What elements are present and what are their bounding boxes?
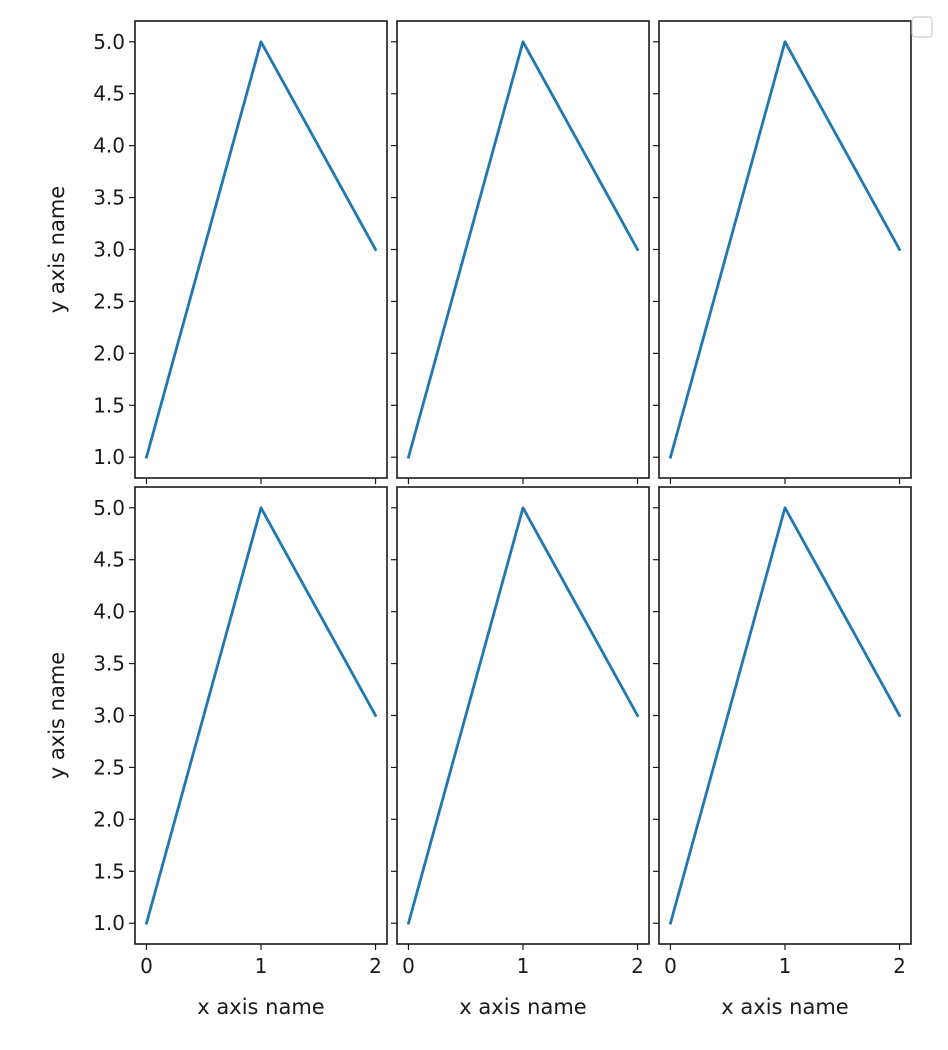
series-line bbox=[406, 40, 640, 459]
y-tick-label: 4.5 bbox=[93, 82, 125, 106]
y-tick-label: 4.0 bbox=[93, 600, 125, 624]
plot-area bbox=[397, 487, 649, 944]
y-tick-label: 2.0 bbox=[93, 341, 125, 365]
series-line bbox=[668, 40, 902, 459]
y-tick-label: 4.5 bbox=[93, 548, 125, 572]
y-tick-label: 1.0 bbox=[93, 445, 125, 469]
y-tick-label: 1.5 bbox=[93, 393, 125, 417]
x-tick-label: 0 bbox=[664, 954, 677, 978]
y-tick-label: 2.5 bbox=[93, 289, 125, 313]
y-tick-label: 3.0 bbox=[93, 238, 125, 262]
subplot-r1-c1: 1.0 1.5 2.0 2.5 3.0 3.5 4.0 4.5 5.0 y axis name bbox=[45, 20, 388, 484]
subplot-r2-c2: 0 1 2 x axis name bbox=[391, 486, 650, 1019]
axes-frame bbox=[658, 20, 912, 479]
series-line bbox=[668, 506, 902, 925]
x-tick-label: 0 bbox=[140, 954, 153, 978]
x-tick-label: 1 bbox=[255, 954, 268, 978]
x-tick-label: 0 bbox=[402, 954, 415, 978]
y-tick-label: 3.5 bbox=[93, 652, 125, 676]
axes-frame bbox=[134, 486, 388, 945]
plot-area bbox=[397, 21, 649, 478]
x-axis-label: x axis name bbox=[721, 995, 848, 1019]
series-line bbox=[144, 40, 378, 459]
y-axis-label: y axis name bbox=[45, 186, 69, 313]
y-tick-label: 2.0 bbox=[93, 807, 125, 831]
x-axis-label: x axis name bbox=[197, 995, 324, 1019]
series-line bbox=[406, 506, 640, 925]
y-axis-label: y axis name bbox=[45, 652, 69, 779]
plot-area bbox=[659, 487, 911, 944]
x-tick-label: 2 bbox=[369, 954, 382, 978]
plot-area bbox=[135, 487, 387, 944]
subplot-r2-c1: 1.0 1.5 2.0 2.5 3.0 3.5 4.0 4.5 5.0 0 1 2 y axis nam… bbox=[45, 486, 388, 1019]
y-tick-label: 5.0 bbox=[93, 496, 125, 520]
y-tick-label: 1.0 bbox=[93, 911, 125, 935]
series-line bbox=[144, 506, 378, 925]
y-tick-label: 5.0 bbox=[93, 30, 125, 54]
y-tick-label: 4.0 bbox=[93, 134, 125, 158]
y-tick-label: 2.5 bbox=[93, 755, 125, 779]
x-tick-label: 2 bbox=[893, 954, 906, 978]
axes-frame bbox=[396, 486, 650, 945]
y-tick-label: 1.5 bbox=[93, 859, 125, 883]
y-tick-label: 3.5 bbox=[93, 186, 125, 210]
subplot-r1-c2 bbox=[391, 20, 650, 484]
subplot-r2-c3: 0 1 2 x axis name bbox=[653, 486, 912, 1019]
subplot-grid: 1.01.52.02.53.03.54.04.55.0y axis name1.… bbox=[45, 20, 912, 1019]
x-tick-label: 1 bbox=[779, 954, 792, 978]
axes-frame bbox=[134, 20, 388, 479]
x-tick-label: 1 bbox=[517, 954, 530, 978]
plot-area bbox=[135, 21, 387, 478]
x-tick-label: 2 bbox=[631, 954, 644, 978]
x-axis-label: x axis name bbox=[459, 995, 586, 1019]
y-tick-label: 3.0 bbox=[93, 704, 125, 728]
axes-frame bbox=[396, 20, 650, 479]
plot-area bbox=[659, 21, 911, 478]
axes-frame bbox=[658, 486, 912, 945]
legend-box bbox=[911, 16, 933, 38]
subplot-r1-c3 bbox=[653, 20, 912, 484]
